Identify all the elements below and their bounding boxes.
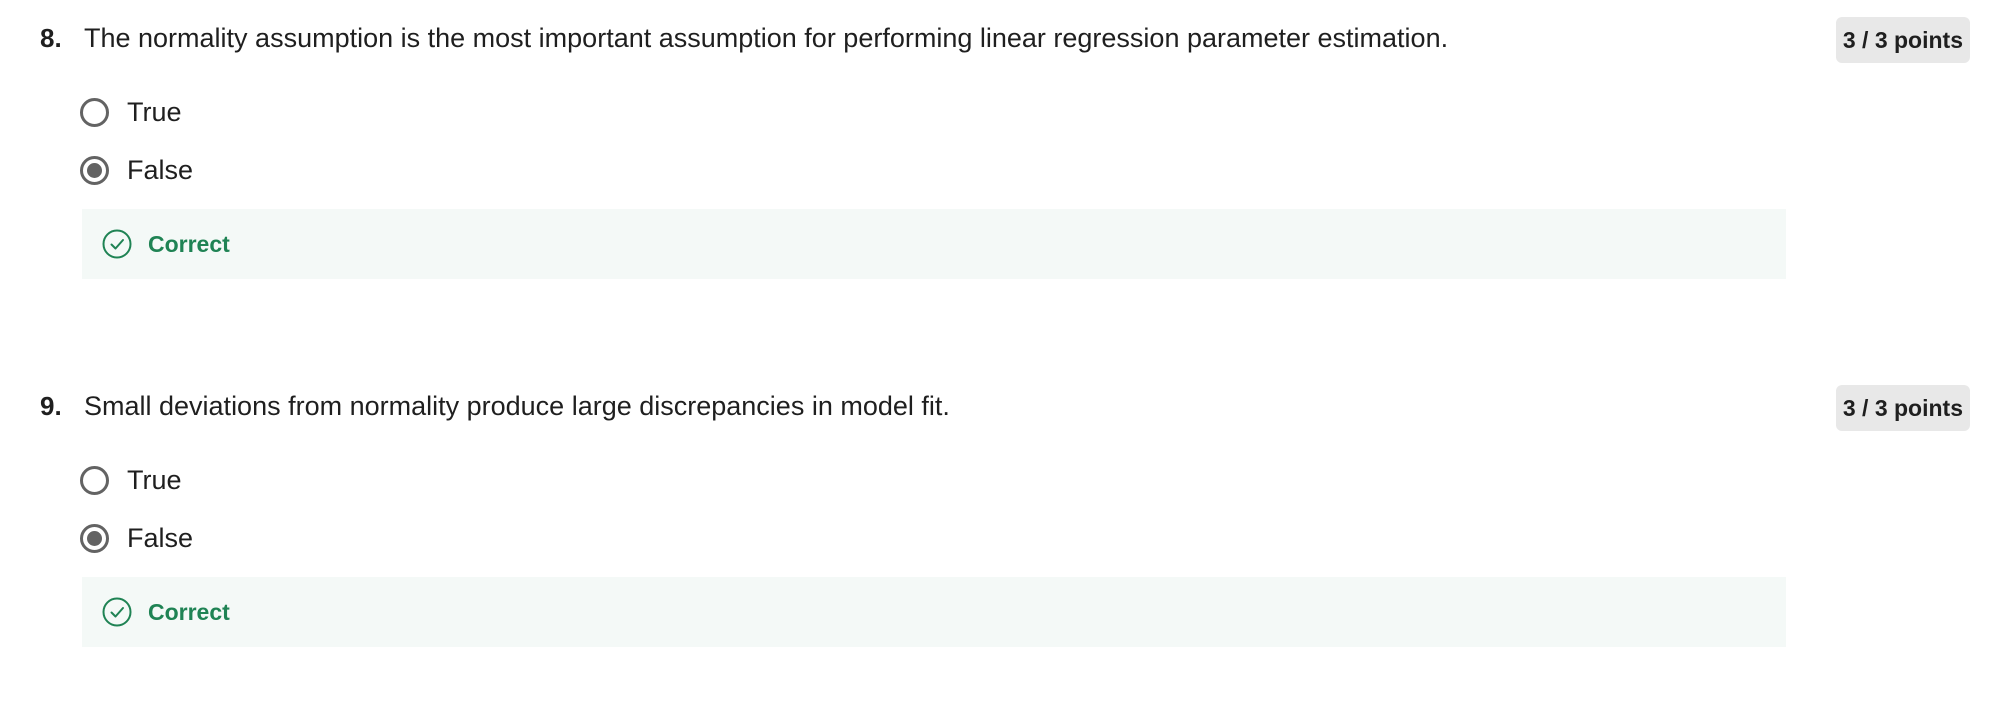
radio-selected-icon[interactable] bbox=[80, 523, 109, 553]
option-false[interactable]: False bbox=[80, 150, 193, 190]
question-header: 8. The normality assumption is the most … bbox=[40, 18, 1448, 58]
radio-unselected-icon[interactable] bbox=[80, 97, 109, 127]
question-header: 9. Small deviations from normality produ… bbox=[40, 386, 950, 426]
question-number: 8. bbox=[40, 22, 62, 53]
option-label: True bbox=[127, 96, 182, 127]
option-true[interactable]: True bbox=[80, 92, 182, 132]
feedback-correct: Correct bbox=[82, 209, 1786, 279]
radio-unselected-icon[interactable] bbox=[80, 465, 109, 495]
option-true[interactable]: True bbox=[80, 460, 182, 500]
check-circle-icon bbox=[102, 229, 132, 259]
feedback-label: Correct bbox=[148, 230, 230, 257]
check-circle-icon bbox=[102, 597, 132, 627]
feedback-label: Correct bbox=[148, 598, 230, 625]
question-text: Small deviations from normality produce … bbox=[84, 390, 950, 421]
points-badge: 3 / 3 points bbox=[1835, 385, 1970, 431]
points-badge: 3 / 3 points bbox=[1835, 17, 1970, 63]
question-number: 9. bbox=[40, 390, 62, 421]
option-false[interactable]: False bbox=[80, 518, 193, 558]
option-label: False bbox=[127, 522, 194, 553]
option-label: False bbox=[127, 154, 194, 185]
radio-selected-icon[interactable] bbox=[80, 155, 109, 185]
feedback-correct: Correct bbox=[82, 577, 1786, 647]
question-text: The normality assumption is the most imp… bbox=[84, 22, 1449, 53]
option-label: True bbox=[127, 464, 182, 495]
